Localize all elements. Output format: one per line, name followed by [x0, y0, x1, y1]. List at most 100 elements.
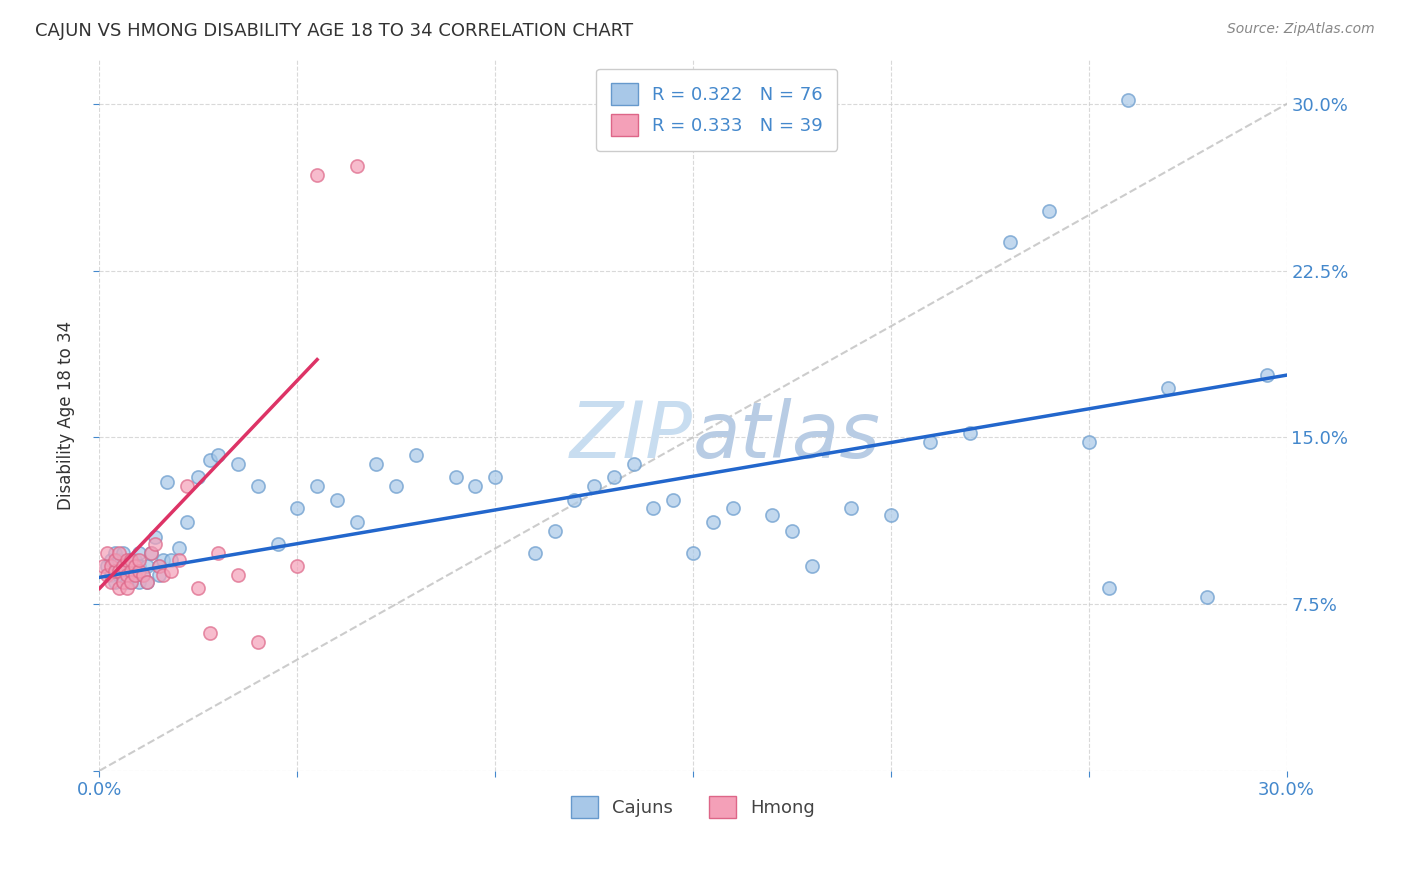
- Point: [1097, 582, 1119, 596]
- Point: [108, 564, 131, 578]
- Point: [128, 564, 150, 578]
- Point: [998, 235, 1021, 249]
- Point: [187, 470, 209, 484]
- Point: [1157, 382, 1180, 396]
- Text: ZIP: ZIP: [569, 399, 693, 475]
- Point: [96, 568, 118, 582]
- Point: [1256, 368, 1278, 383]
- Point: [839, 501, 862, 516]
- Point: [120, 552, 142, 566]
- Point: [226, 457, 249, 471]
- Point: [152, 552, 174, 566]
- Point: [167, 541, 190, 556]
- Point: [246, 635, 269, 649]
- Point: [112, 559, 135, 574]
- Point: [662, 492, 685, 507]
- Point: [115, 582, 138, 596]
- Point: [108, 568, 131, 582]
- Point: [112, 546, 135, 560]
- Point: [104, 564, 127, 578]
- Point: [104, 552, 127, 566]
- Legend: Cajuns, Hmong: Cajuns, Hmong: [564, 789, 823, 826]
- Point: [176, 515, 198, 529]
- Point: [96, 559, 118, 574]
- Point: [207, 448, 229, 462]
- Point: [104, 574, 127, 589]
- Text: Source: ZipAtlas.com: Source: ZipAtlas.com: [1227, 22, 1375, 37]
- Point: [880, 508, 903, 523]
- Point: [200, 452, 222, 467]
- Point: [100, 568, 122, 582]
- Point: [761, 508, 783, 523]
- Point: [1197, 591, 1219, 605]
- Point: [132, 568, 155, 582]
- Point: [108, 546, 131, 560]
- Point: [346, 159, 368, 173]
- Point: [108, 564, 131, 578]
- Point: [385, 479, 408, 493]
- Point: [920, 434, 942, 449]
- Point: [226, 568, 249, 582]
- Text: atlas: atlas: [693, 399, 882, 475]
- Point: [702, 515, 724, 529]
- Point: [405, 448, 427, 462]
- Point: [100, 559, 122, 574]
- Point: [108, 582, 131, 596]
- Point: [128, 552, 150, 566]
- Point: [207, 546, 229, 560]
- Point: [200, 626, 222, 640]
- Point: [112, 559, 135, 574]
- Point: [167, 552, 190, 566]
- Point: [93, 559, 115, 574]
- Point: [187, 582, 209, 596]
- Y-axis label: Disability Age 18 to 34: Disability Age 18 to 34: [58, 320, 75, 509]
- Point: [148, 559, 170, 574]
- Point: [326, 492, 349, 507]
- Point: [682, 546, 704, 560]
- Point: [136, 559, 159, 574]
- Point: [643, 501, 665, 516]
- Point: [159, 564, 181, 578]
- Point: [124, 552, 146, 566]
- Point: [128, 546, 150, 560]
- Point: [115, 564, 138, 578]
- Point: [115, 552, 138, 566]
- Point: [139, 546, 162, 560]
- Point: [1116, 93, 1139, 107]
- Point: [1077, 434, 1099, 449]
- Point: [120, 564, 142, 578]
- Point: [136, 574, 159, 589]
- Point: [100, 552, 122, 566]
- Point: [148, 568, 170, 582]
- Point: [307, 168, 329, 182]
- Point: [800, 559, 823, 574]
- Point: [780, 524, 803, 538]
- Text: CAJUN VS HMONG DISABILITY AGE 18 TO 34 CORRELATION CHART: CAJUN VS HMONG DISABILITY AGE 18 TO 34 C…: [35, 22, 633, 40]
- Point: [124, 559, 146, 574]
- Point: [120, 552, 142, 566]
- Point: [285, 501, 308, 516]
- Point: [115, 559, 138, 574]
- Point: [444, 470, 467, 484]
- Point: [464, 479, 486, 493]
- Point: [124, 568, 146, 582]
- Point: [112, 574, 135, 589]
- Point: [484, 470, 506, 484]
- Point: [120, 574, 142, 589]
- Point: [108, 552, 131, 566]
- Point: [307, 479, 329, 493]
- Point: [120, 568, 142, 582]
- Point: [96, 546, 118, 560]
- Point: [1038, 203, 1060, 218]
- Point: [104, 546, 127, 560]
- Point: [124, 564, 146, 578]
- Point: [523, 546, 546, 560]
- Point: [543, 524, 565, 538]
- Point: [159, 552, 181, 566]
- Point: [959, 425, 981, 440]
- Point: [603, 470, 626, 484]
- Point: [120, 574, 142, 589]
- Point: [136, 574, 159, 589]
- Point: [246, 479, 269, 493]
- Point: [115, 568, 138, 582]
